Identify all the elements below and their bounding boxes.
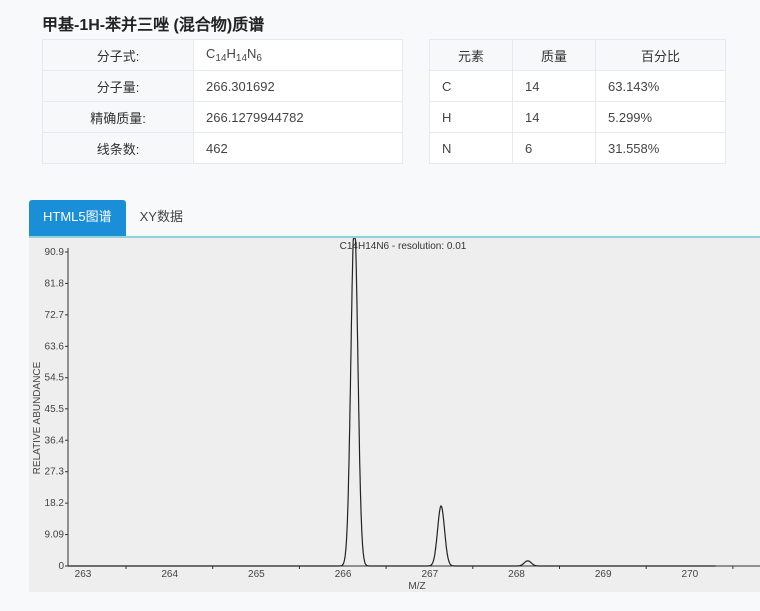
table-row: 精确质量: 266.1279944782 <box>42 101 403 133</box>
formula-part: C <box>206 46 216 61</box>
table-row: N 6 31.558% <box>429 132 726 164</box>
x-tick-label: 264 <box>161 569 178 580</box>
tab-xy-data[interactable]: XY数据 <box>139 209 183 224</box>
table-cell: 6 <box>512 132 596 164</box>
formula-sub: 14 <box>215 53 227 64</box>
y-tick-label: 90.9 <box>45 247 65 258</box>
y-tick-label: 72.7 <box>45 310 65 321</box>
spectrum-line <box>68 237 716 567</box>
y-tick-label: 63.6 <box>45 341 65 352</box>
table-cell: H <box>429 101 513 133</box>
y-tick-label: 18.2 <box>45 498 65 509</box>
table-cell: N <box>429 132 513 164</box>
table-cell: 5.299% <box>595 101 726 133</box>
spectrum-plot[interactable]: C14H14N6 - resolution: 0.01 RELATIVE ABU… <box>29 236 760 592</box>
formula-value: C14H14N6 <box>193 39 403 71</box>
x-tick-label: 263 <box>75 569 92 580</box>
x-tick-label: 268 <box>508 569 525 580</box>
y-tick-label: 81.8 <box>45 278 65 289</box>
table-row: H 14 5.299% <box>429 101 726 133</box>
table-cell: 63.143% <box>595 70 726 102</box>
formula-part: N <box>247 46 257 61</box>
table-row: 线条数: 462 <box>42 132 403 164</box>
tab-html5-spectrum[interactable]: HTML5图谱 <box>29 200 126 236</box>
column-header: 百分比 <box>595 39 726 71</box>
table-row: 分子式: C14H14N6 <box>42 39 403 71</box>
y-axis-label: RELATIVE ABUNDANCE <box>32 361 43 474</box>
y-tick-label: 54.5 <box>45 373 65 384</box>
element-table: 元素 质量 百分比 C 14 63.143% H 14 5.299% N 6 3… <box>429 39 726 164</box>
table-cell: 14 <box>512 70 596 102</box>
tab-bar: HTML5图谱 XY数据 <box>29 200 197 236</box>
line-count-label: 线条数: <box>42 132 194 164</box>
table-cell: 14 <box>512 101 596 133</box>
mw-value: 266.301692 <box>193 70 403 102</box>
chart-title: C14H14N6 - resolution: 0.01 <box>340 241 467 252</box>
table-cell: C <box>429 70 513 102</box>
formula-part: H <box>226 46 236 61</box>
table-row: C 14 63.143% <box>429 70 726 102</box>
exact-mass-value: 266.1279944782 <box>193 101 403 133</box>
x-tick-label: 270 <box>682 569 699 580</box>
mw-label: 分子量: <box>42 70 194 102</box>
x-tick-label: 267 <box>421 569 438 580</box>
table-header-row: 元素 质量 百分比 <box>429 39 726 71</box>
y-tick-label: 9.09 <box>45 530 65 541</box>
y-tick-label: 36.4 <box>45 435 65 446</box>
table-cell: 31.558% <box>595 132 726 164</box>
line-count-value: 462 <box>193 132 403 164</box>
formula-sub: 14 <box>235 53 248 64</box>
x-tick-label: 265 <box>248 569 265 580</box>
formula-label: 分子式: <box>42 39 194 71</box>
y-tick-label: 45.5 <box>45 404 65 415</box>
page-title: 甲基-1H-苯并三唑 (混合物)质谱 <box>42 17 265 34</box>
x-tick-label: 269 <box>595 569 612 580</box>
x-tick-label: 266 <box>335 569 352 580</box>
exact-mass-label: 精确质量: <box>42 101 194 133</box>
table-row: 分子量: 266.301692 <box>42 70 403 102</box>
y-tick-label: 0 <box>58 561 64 572</box>
formula-sub: 6 <box>256 53 262 64</box>
column-header: 质量 <box>512 39 596 71</box>
x-axis-label: M/Z <box>408 581 425 592</box>
molecule-info-table: 分子式: C14H14N6 分子量: 266.301692 精确质量: 266.… <box>42 39 403 164</box>
y-tick-label: 27.3 <box>45 467 65 478</box>
column-header: 元素 <box>429 39 513 71</box>
spectrum-chart: C14H14N6 - resolution: 0.01 RELATIVE ABU… <box>32 237 760 592</box>
